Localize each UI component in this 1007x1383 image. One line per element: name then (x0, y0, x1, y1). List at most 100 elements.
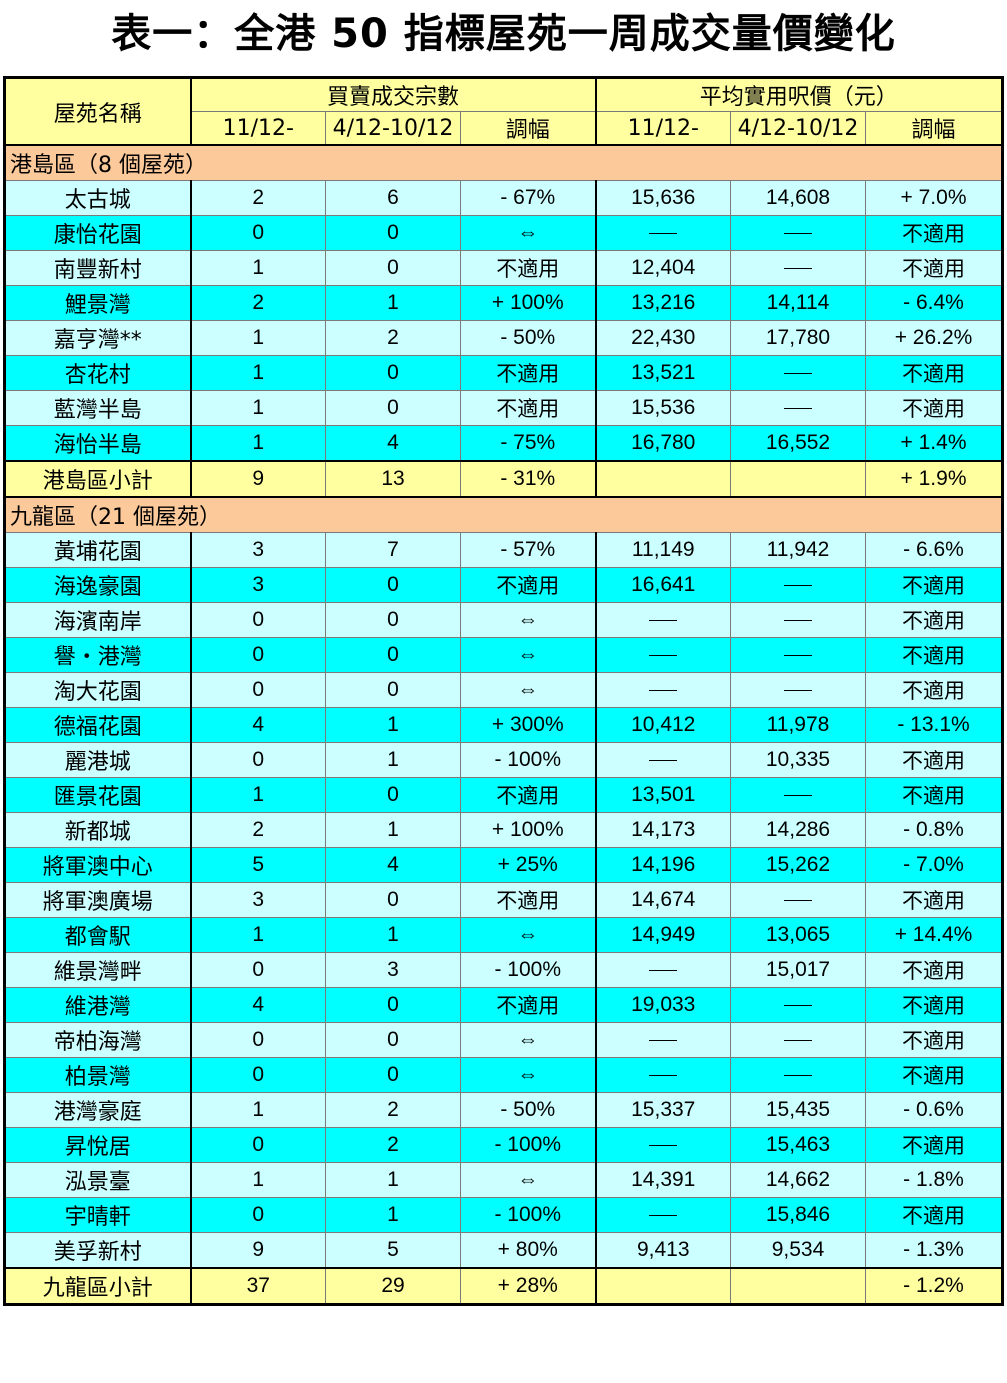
price-current-cell: 13,216 (594, 285, 731, 321)
transactions-prev-cell: 1 (325, 285, 461, 321)
table-row: 譽・港灣 0 0 ⇔ 不適用 (4, 637, 1004, 673)
transactions-prev-cell: 0 (325, 777, 461, 813)
price-current-cell: 14,173 (594, 812, 731, 848)
estate-name-cell: 都會駅 (4, 917, 191, 953)
price-current-cell: 10,412 (594, 707, 731, 743)
price-prev-cell (730, 390, 866, 426)
price-prev-cell: 11,978 (730, 707, 866, 743)
transactions-prev-cell: 2 (325, 1092, 461, 1128)
price-current-cell (594, 742, 731, 778)
price-change-cell: 不適用 (864, 390, 1004, 426)
transactions-change-cell: - 50% (460, 1092, 596, 1128)
price-change-cell: - 13.1% (864, 707, 1004, 743)
transactions-prev-cell: 0 (325, 882, 461, 918)
table-row: 杏花村 1 0 不適用 13,521 不適用 (4, 355, 1004, 391)
price-prev-cell: 15,846 (730, 1197, 866, 1233)
transactions-current-cell: 2 (189, 180, 326, 216)
estate-name-cell: 維港灣 (4, 987, 191, 1023)
estate-name-cell: 宇晴軒 (4, 1197, 191, 1233)
transactions-prev-cell: 2 (325, 320, 461, 356)
table-row: 南豐新村 1 0 不適用 12,404 不適用 (4, 250, 1004, 286)
estate-name-cell: 麗港城 (4, 742, 191, 778)
transactions-change-cell: - 57% (460, 532, 596, 568)
price-prev-cell: 15,017 (730, 952, 866, 988)
price-prev-cell (730, 637, 866, 673)
transactions-current-cell: 0 (189, 1197, 326, 1233)
estate-name-cell: 港島區小計 (4, 460, 191, 498)
price-change-cell: 不適用 (864, 602, 1004, 638)
transactions-change-cell: ⇔ (460, 672, 596, 708)
price-prev-cell: 17,780 (730, 320, 866, 356)
dash-mark (784, 372, 812, 374)
estate-name-cell: 新都城 (4, 812, 191, 848)
section-label: 九龍區（21 個屋苑） (3, 496, 1004, 533)
transactions-change-cell: 不適用 (460, 390, 596, 426)
estate-name-cell: 匯景花園 (4, 777, 191, 813)
transactions-current-cell: 9 (189, 1232, 326, 1269)
header-week-prev: 4/12-10/12 (730, 111, 866, 146)
price-change-cell: + 26.2% (864, 320, 1004, 356)
section-header-row: 港島區（8 個屋苑） (3, 144, 1004, 181)
transactions-current-cell: 1 (189, 777, 326, 813)
estate-name-cell: 藍灣半島 (4, 390, 191, 426)
table-row: 維港灣 4 0 不適用 19,033 不適用 (4, 987, 1004, 1023)
transactions-change-cell: - 67% (460, 180, 596, 216)
price-current-cell: 16,641 (594, 567, 731, 603)
transactions-prev-cell: 7 (325, 532, 461, 568)
price-prev-cell (730, 355, 866, 391)
price-change-cell: 不適用 (864, 742, 1004, 778)
estate-name-cell: 將軍澳廣場 (4, 882, 191, 918)
price-change-cell: 不適用 (864, 1057, 1004, 1093)
price-change-cell: 不適用 (864, 1197, 1004, 1233)
transactions-current-cell: 1 (189, 1162, 326, 1198)
estate-name-cell: 淘大花園 (4, 672, 191, 708)
price-current-cell (594, 460, 731, 498)
transactions-prev-cell: 29 (325, 1267, 461, 1306)
estate-name-cell: 帝柏海灣 (4, 1022, 191, 1058)
header-change: 調幅 (460, 111, 596, 146)
transactions-prev-cell: 0 (325, 602, 461, 638)
table-row: 匯景花園 1 0 不適用 13,501 不適用 (4, 777, 1004, 813)
transactions-change-cell: + 100% (460, 812, 596, 848)
price-current-cell: 14,949 (594, 917, 731, 953)
transactions-current-cell: 1 (189, 425, 326, 462)
price-prev-cell: 14,286 (730, 812, 866, 848)
transactions-change-cell: ⇔ (460, 1022, 596, 1058)
estate-name-cell: 南豐新村 (4, 250, 191, 286)
transactions-prev-cell: 0 (325, 672, 461, 708)
table-row: 麗港城 0 1- 100% 10,335 不適用 (4, 742, 1004, 778)
transactions-current-cell: 4 (189, 707, 326, 743)
transactions-prev-cell: 0 (325, 355, 461, 391)
table-row: 柏景灣 0 0 ⇔ 不適用 (4, 1057, 1004, 1093)
price-change-cell: - 0.8% (864, 812, 1004, 848)
price-change-cell: 不適用 (864, 1022, 1004, 1058)
transactions-prev-cell: 1 (325, 1162, 461, 1198)
transactions-change-cell: - 100% (460, 742, 596, 778)
dash-mark (784, 407, 812, 409)
table-row: 將軍澳廣場 3 0 不適用 14,674 不適用 (4, 882, 1004, 918)
transactions-current-cell: 0 (189, 1022, 326, 1058)
estate-name-cell: 康怡花園 (4, 215, 191, 251)
transactions-prev-cell: 1 (325, 917, 461, 953)
transactions-change-cell: - 100% (460, 952, 596, 988)
price-change-cell: 不適用 (864, 355, 1004, 391)
transactions-prev-cell: 0 (325, 1022, 461, 1058)
price-change-cell: 不適用 (864, 250, 1004, 286)
transactions-prev-cell: 3 (325, 952, 461, 988)
dash-mark (649, 1074, 678, 1076)
estate-name-cell: 海怡半島 (4, 425, 191, 462)
dash-mark (784, 1004, 812, 1006)
price-prev-cell: 13,065 (730, 917, 866, 953)
table-row: 藍灣半島 1 0 不適用 15,536 不適用 (4, 390, 1004, 426)
transactions-prev-cell: 1 (325, 1197, 461, 1233)
price-current-cell: 11,149 (594, 532, 731, 568)
transactions-change-cell: + 28% (460, 1267, 596, 1306)
table-row: 港灣豪庭 1 2- 50% 15,337 15,435- 0.6% (4, 1092, 1004, 1128)
transactions-prev-cell: 0 (325, 987, 461, 1023)
transactions-change-cell: + 300% (460, 707, 596, 743)
price-change-cell: 不適用 (864, 1127, 1004, 1163)
transactions-change-cell: 不適用 (460, 987, 596, 1023)
transactions-prev-cell: 0 (325, 215, 461, 251)
price-prev-cell (730, 1022, 866, 1058)
dash-mark (649, 1039, 678, 1041)
